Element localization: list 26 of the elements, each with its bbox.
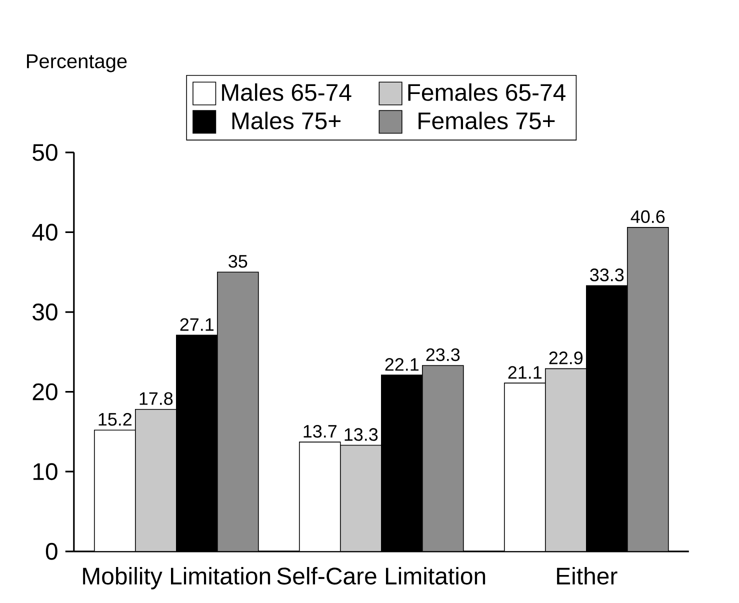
data-label: 13.7 <box>304 425 336 438</box>
x-tick-label: Self-Care Limitation <box>277 567 486 585</box>
data-label: 22.9 <box>549 352 583 365</box>
y-tick-label: 0 <box>46 543 58 560</box>
data-label: 15.2 <box>98 413 132 426</box>
y-tick-label: 40 <box>32 224 58 241</box>
data-label: 33.3 <box>590 268 624 282</box>
x-tick-label: Either <box>557 567 618 585</box>
data-label: 21.1 <box>508 366 542 379</box>
y-axis-title: Percentage <box>27 54 127 72</box>
data-label: 13.3 <box>344 428 378 442</box>
data-label: 23.3 <box>426 348 460 362</box>
data-label: 27.1 <box>180 318 214 331</box>
y-tick-label: 30 <box>32 304 58 321</box>
data-label: 40.6 <box>630 210 665 224</box>
legend-label: Females 75+ <box>418 112 555 130</box>
legend-label: Males 75+ <box>232 112 340 130</box>
data-label: 17.8 <box>140 392 173 406</box>
legend-label: Females 65-74 <box>408 84 566 102</box>
x-tick-label: Mobility Limitation <box>83 567 270 590</box>
data-label: 35 <box>228 255 248 268</box>
y-tick-label: 20 <box>32 384 58 401</box>
y-tick-label: 10 <box>33 463 58 480</box>
legend-label: Males 65-74 <box>222 84 352 102</box>
y-tick-label: 50 <box>32 144 58 162</box>
data-label: 22.1 <box>385 358 419 371</box>
